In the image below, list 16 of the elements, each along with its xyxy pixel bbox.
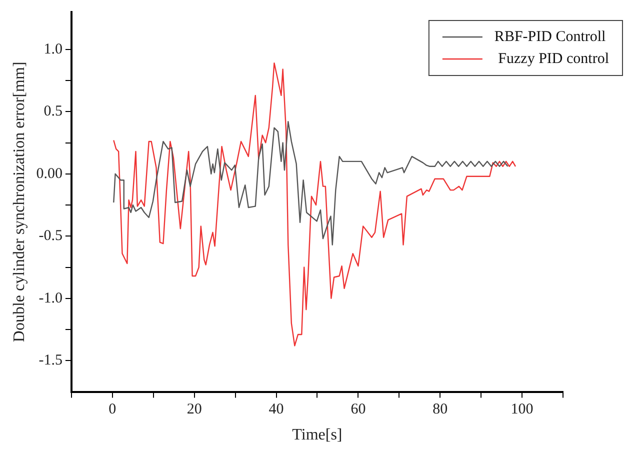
legend-label: RBF-PID Controll	[494, 28, 606, 45]
y-tick-label: -1.0	[38, 290, 62, 306]
x-tick-label: 40	[268, 402, 284, 418]
y-axis-title: Double cylinder synchronization error[mm]	[10, 62, 28, 342]
y-tick-label: 0.00	[36, 166, 62, 182]
x-tick-label: 0	[108, 402, 116, 418]
y-tick-label: 0.5	[44, 104, 62, 120]
x-tick-label: 80	[432, 402, 448, 418]
x-axis-title: Time[s]	[292, 426, 342, 444]
y-tick-label: -0.5	[38, 228, 62, 244]
y-tick-label: -1.5	[38, 352, 62, 369]
x-tick-label: 100	[510, 402, 534, 418]
x-tick-label: 60	[350, 402, 366, 418]
legend-label: Fuzzy PID control	[494, 50, 610, 67]
x-tick-label: 20	[186, 402, 202, 418]
y-tick-label: 1.0	[44, 41, 62, 58]
